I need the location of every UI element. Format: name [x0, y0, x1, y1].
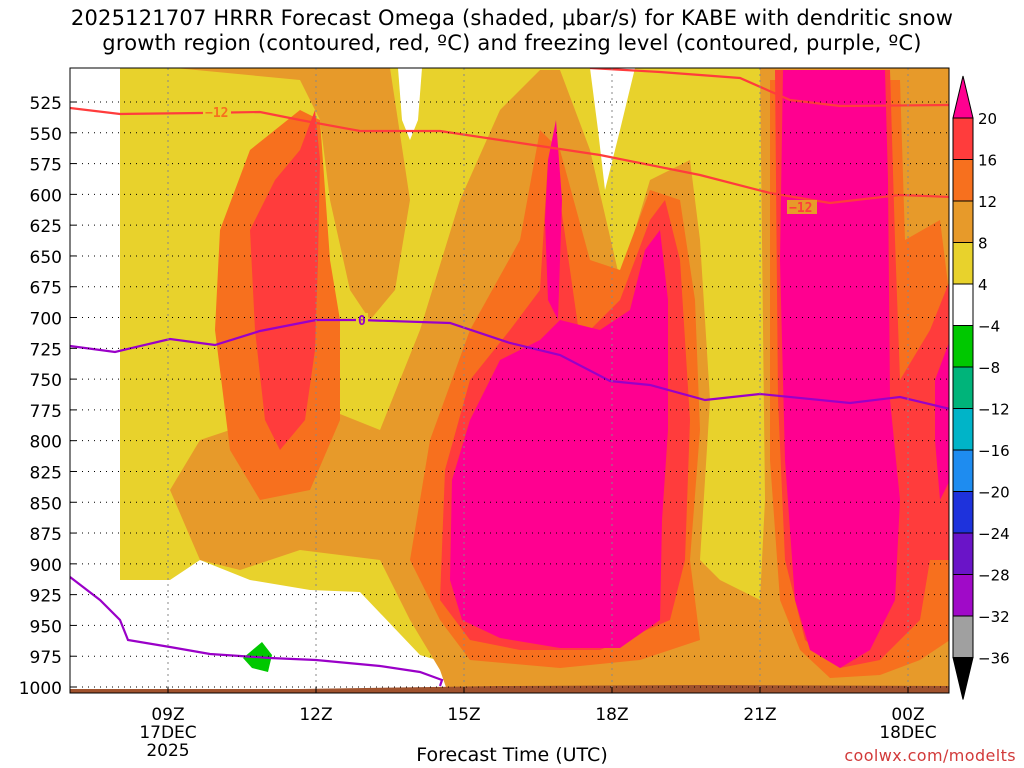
colorbar-segment — [952, 283, 974, 326]
y-tick-label: 850 — [30, 494, 62, 514]
y-tick-label: 675 — [30, 279, 62, 299]
colorbar-segment — [952, 532, 974, 575]
y-tick-label: 600 — [30, 186, 62, 206]
chart-title: 2025121707 HRRR Forecast Omega (shaded, … — [0, 6, 1024, 56]
y-tick-label: 775 — [30, 402, 62, 422]
y-tick-label: 750 — [30, 371, 62, 391]
colorbar-segment — [952, 75, 974, 119]
omega-shading — [70, 68, 949, 693]
colorbar-segment — [952, 449, 974, 492]
colorbar-label: −12 — [978, 401, 1010, 419]
title-line-1: 2025121707 HRRR Forecast Omega (shaded, … — [70, 6, 954, 30]
y-tick-label: 925 — [30, 587, 62, 607]
colorbar-segment — [952, 117, 974, 160]
omega-field-magenta — [450, 70, 949, 668]
colorbar-segment — [952, 242, 974, 285]
colorbar-label: −24 — [978, 525, 1010, 543]
dgz-contour-upper — [589, 68, 949, 108]
credit-text: coolwx.com/modelts — [844, 746, 1016, 765]
colorbar-label: −16 — [978, 442, 1010, 460]
colorbar-segment — [952, 657, 974, 700]
x-tick-label: 09Z — [151, 705, 184, 725]
colorbar-label: 16 — [978, 152, 997, 170]
colorbar-segment — [952, 615, 974, 658]
y-tick-label: 825 — [30, 463, 62, 483]
colorbar-segment — [952, 491, 974, 534]
colorbar: 20 16 12 8 4 −4 −8 −12 −16 −20 −24 −28 −32 −36 — [952, 75, 1010, 700]
y-tick-label: 650 — [30, 248, 62, 268]
colorbar-label: −32 — [978, 608, 1010, 626]
y-axis: 525 550 575 600 625 650 675 700 725 750 775 800 825 8… — [19, 94, 76, 699]
x-tick-label: 21Z — [743, 705, 776, 725]
y-tick-label: 900 — [30, 556, 62, 576]
y-tick-label: 525 — [30, 94, 62, 114]
dgz-label-1: −12 — [205, 106, 228, 121]
omega-field-white-left — [70, 68, 470, 693]
colorbar-label: 12 — [978, 193, 997, 211]
ground-surface — [70, 685, 949, 693]
x-year-label: 2025 — [146, 741, 189, 761]
x-date-label: 17DEC — [139, 723, 196, 743]
x-tick-label: 15Z — [447, 705, 480, 725]
colorbar-label: −20 — [978, 484, 1010, 502]
omega-field-white-top — [398, 68, 422, 140]
colorbar-label: −4 — [978, 318, 1000, 336]
grid-vertical — [167, 68, 909, 693]
colorbar-label: −28 — [978, 567, 1010, 585]
colorbar-label: 8 — [978, 235, 988, 253]
colorbar-segment — [952, 366, 974, 409]
y-tick-label: 725 — [30, 340, 62, 360]
grid-horizontal — [70, 101, 949, 688]
colorbar-segment — [952, 408, 974, 451]
y-tick-label: 550 — [30, 125, 62, 145]
colorbar-segment — [952, 325, 974, 368]
y-tick-label: 950 — [30, 617, 62, 637]
freezing-contour — [70, 318, 949, 410]
y-tick-label: 875 — [30, 525, 62, 545]
colorbar-label: 4 — [978, 276, 988, 294]
plot-frame — [69, 67, 950, 694]
x-tick-label: 00Z — [891, 705, 924, 725]
colorbar-label: −36 — [978, 650, 1010, 668]
y-tick-label: 575 — [30, 156, 62, 176]
freezing-label: 0 — [358, 314, 366, 329]
y-tick-label: 625 — [30, 217, 62, 237]
colorbar-label: 20 — [978, 110, 997, 128]
y-tick-label: 800 — [30, 433, 62, 453]
y-tick-label: 975 — [30, 648, 62, 668]
title-line-2: growth region (contoured, red, ºC) and f… — [102, 31, 922, 55]
freezing-contour-lower — [70, 576, 444, 687]
x-tick-label: 18Z — [595, 705, 628, 725]
colorbar-segment — [952, 159, 974, 202]
x-date-label: 18DEC — [879, 723, 936, 743]
y-tick-label: 700 — [30, 310, 62, 330]
dgz-label-2: −12 — [789, 201, 812, 216]
colorbar-segment — [952, 574, 974, 617]
x-axis-title: Forecast Time (UTC) — [416, 744, 608, 766]
colorbar-label: −8 — [978, 359, 1000, 377]
colorbar-segment — [952, 200, 974, 243]
y-tick-label: 1000 — [19, 679, 62, 699]
x-tick-label: 12Z — [299, 705, 332, 725]
